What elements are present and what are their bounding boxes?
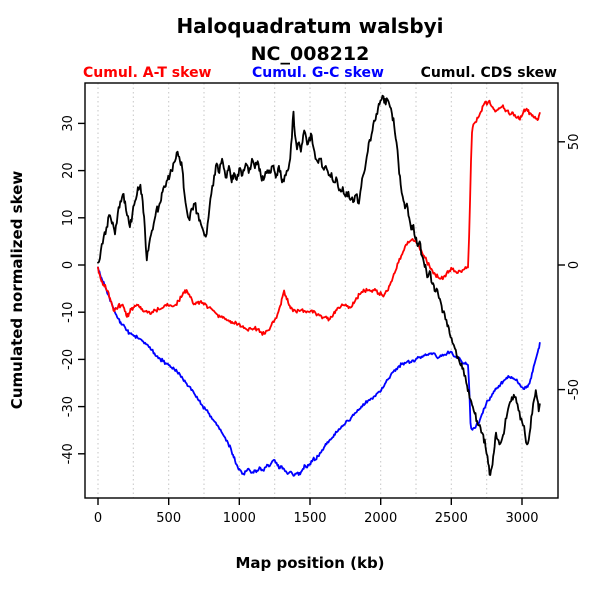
x-tick-label-1500: 1500 <box>293 511 326 526</box>
x-axis-label: Map position (kb) <box>235 554 384 572</box>
x-tick-label-3000: 3000 <box>505 511 538 526</box>
plot-box <box>84 82 559 499</box>
gridlines <box>97 83 523 498</box>
legend-at-skew: Cumul. A-T skew <box>83 65 212 81</box>
y-axis-label: Cumulated normalized skew <box>8 171 26 410</box>
chart-title: Haloquadratum walsbyi <box>176 14 443 38</box>
y-left-tick-label--40: -40 <box>61 443 76 464</box>
y-left-tick-label--30: -30 <box>61 396 76 417</box>
y-right-tick-label--50: -50 <box>567 379 582 400</box>
x-tick-label-2500: 2500 <box>435 511 468 526</box>
y-left-tick-label-0: 0 <box>61 261 76 269</box>
axes: 0 500 1000 1500 2000 2500 3000-40-30-20-100102… <box>61 115 582 526</box>
y-right-tick-label-0: 0 <box>567 261 582 269</box>
y-left-tick-label-30: 30 <box>61 115 76 132</box>
legend-gc-skew: Cumul. G-C skew <box>252 65 384 81</box>
series-cumul-g-c-skew <box>97 266 541 477</box>
series-cumul-a-t-skew <box>97 99 541 336</box>
y-right-tick-label-50: 50 <box>567 134 582 151</box>
y-left-tick-label-10: 10 <box>61 210 76 227</box>
series-cumul-cds-skew <box>97 94 541 476</box>
x-tick-label-2000: 2000 <box>364 511 397 526</box>
data-series <box>97 94 541 477</box>
y-left-tick-label-20: 20 <box>61 162 76 179</box>
x-tick-label-500: 500 <box>156 511 181 526</box>
chart-subtitle: NC_008212 <box>251 43 370 65</box>
y-left-tick-label--10: -10 <box>61 302 76 323</box>
legend-cds-skew: Cumul. CDS skew <box>421 65 557 81</box>
x-tick-label-0: 0 <box>94 511 102 526</box>
x-tick-label-1000: 1000 <box>223 511 256 526</box>
y-left-tick-label--20: -20 <box>61 349 76 370</box>
